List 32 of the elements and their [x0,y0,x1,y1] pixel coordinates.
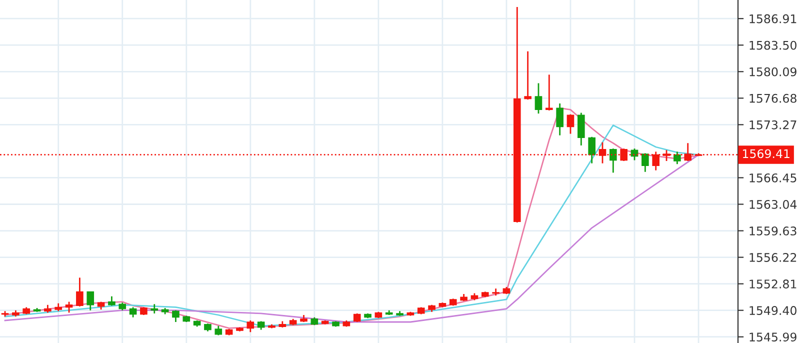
y-tick-label: 1549.40 [750,306,796,315]
candlestick [545,74,553,112]
candlestick [150,303,158,314]
candlestick [86,290,94,312]
candlestick [172,310,180,323]
candlestick [129,306,137,318]
candlestick [65,301,73,314]
candlestick [566,114,574,134]
y-tick-label: 1583.50 [750,40,796,50]
y-tick-label: 1573.27 [750,120,796,130]
candlestick [556,102,564,136]
y-tick-label: 1556.22 [750,253,796,262]
candlestick [578,112,585,146]
y-tick-label: 1552.81 [750,280,796,288]
line-series [4,154,700,323]
y-tick-label: 1586.91 [750,14,796,24]
y-tick-label: 1545.99 [750,332,796,342]
y-tick-label: 1563.04 [750,200,797,209]
candlestick [76,276,84,308]
y-tick-label: 1576.68 [750,94,796,103]
candlestick [588,136,596,164]
y-tick-label: 1580.09 [750,67,796,76]
candlestick [246,320,254,333]
candlestick [534,82,542,114]
y-tick-label: 1559.63 [750,226,796,236]
candlestick [610,148,617,174]
y-tick-label: 1566.45 [750,173,796,182]
candlestick [108,296,116,306]
ref-line-label: 1569.41 [742,149,790,158]
candlestick [674,150,681,165]
candlestick [524,50,532,100]
candlestick [642,152,649,173]
